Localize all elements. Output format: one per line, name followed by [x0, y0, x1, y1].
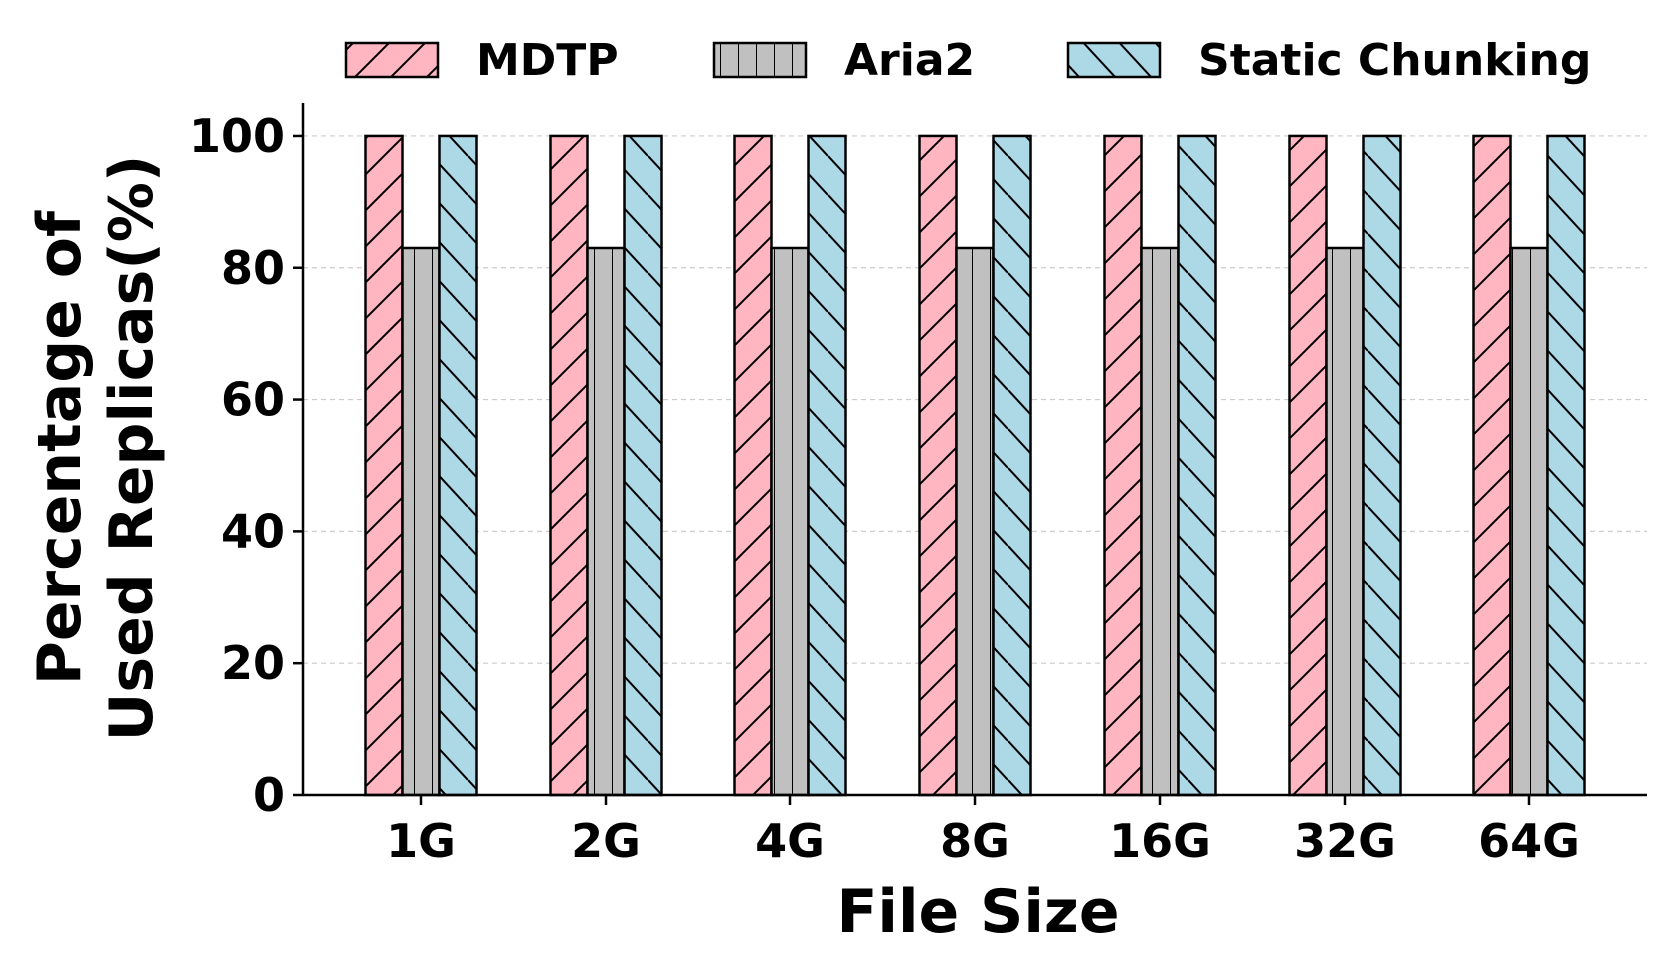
- bar-hatch: [955, 246, 995, 797]
- y-tick-label: 40: [221, 504, 285, 558]
- bar-static-chunking-16G: [1177, 134, 1217, 797]
- bar-static-chunking-4G: [807, 134, 847, 797]
- bar-hatch: [807, 134, 847, 797]
- legend-swatch: [344, 41, 440, 79]
- bar-aria2-16G: [1140, 246, 1180, 797]
- bar-hatch: [549, 134, 589, 797]
- bar-static-chunking-64G: [1546, 134, 1586, 797]
- bar-hatch: [1140, 246, 1180, 797]
- bar-mdtp-16G: [1103, 134, 1143, 797]
- bar-mdtp-64G: [1472, 134, 1512, 797]
- y-tick-label: 80: [221, 241, 285, 295]
- x-tick-label: 32G: [1294, 814, 1396, 868]
- legend-swatch: [712, 41, 808, 79]
- y-tick-label: 20: [221, 636, 285, 690]
- legend-item-static-chunking: Static Chunking: [1066, 35, 1591, 86]
- bars: [364, 134, 1586, 797]
- bar-mdtp-1G: [364, 134, 404, 797]
- x-tick-label: 8G: [940, 814, 1010, 868]
- y-tick-label: 0: [253, 768, 285, 822]
- legend-label: Static Chunking: [1198, 35, 1591, 86]
- bar-hatch: [1362, 134, 1402, 797]
- bar-aria2-2G: [586, 246, 626, 797]
- bar-hatch: [770, 246, 810, 797]
- bar-hatch: [1177, 134, 1217, 797]
- bar-hatch: [733, 134, 773, 797]
- y-axis-title-line-1: Percentage of: [25, 210, 95, 685]
- bar-mdtp-32G: [1288, 134, 1328, 797]
- bar-aria2-64G: [1509, 246, 1549, 797]
- bar-hatch: [1103, 134, 1143, 797]
- x-tick-label: 2G: [571, 814, 641, 868]
- bar-aria2-4G: [770, 246, 810, 797]
- bar-hatch: [586, 246, 626, 797]
- x-axis-title: File Size: [836, 877, 1119, 947]
- bar-aria2-8G: [955, 246, 995, 797]
- x-tick-label: 64G: [1478, 814, 1580, 868]
- y-tick-label: 60: [221, 373, 285, 427]
- bar-hatch: [1546, 134, 1586, 797]
- x-tick-label: 4G: [755, 814, 825, 868]
- y-axis-title: Percentage of Used Replicas(%): [25, 155, 167, 742]
- bar-mdtp-2G: [549, 134, 589, 797]
- y-axis-title-line-2: Used Replicas(%): [97, 155, 167, 742]
- legend: MDTP Aria2 Static Chunking: [344, 35, 1591, 86]
- bar-hatch: [1325, 246, 1365, 797]
- bar-static-chunking-32G: [1362, 134, 1402, 797]
- tick-labels: 0 20 40 60 80 100 1G 2G 4G 8G 16G 32G 64G: [189, 109, 1580, 868]
- bar-hatch: [623, 134, 663, 797]
- bar-hatch: [992, 134, 1032, 797]
- x-tick-label: 1G: [386, 814, 456, 868]
- bar-static-chunking-2G: [623, 134, 663, 797]
- bar-hatch: [918, 134, 958, 797]
- bar-hatch: [1288, 134, 1328, 797]
- bar-mdtp-4G: [733, 134, 773, 797]
- bar-hatch: [364, 134, 404, 797]
- legend-swatch: [1066, 41, 1162, 79]
- legend-label: Aria2: [844, 35, 975, 86]
- legend-item-mdtp: MDTP: [344, 35, 619, 86]
- x-tick-label: 16G: [1109, 814, 1211, 868]
- bar-aria2-32G: [1325, 246, 1365, 797]
- bar-static-chunking-8G: [992, 134, 1032, 797]
- bar-hatch: [1509, 246, 1549, 797]
- bar-hatch: [1472, 134, 1512, 797]
- bar-mdtp-8G: [918, 134, 958, 797]
- gridlines: [303, 135, 1647, 664]
- legend-label: MDTP: [476, 35, 619, 86]
- y-tick-label: 100: [189, 109, 285, 163]
- bar-hatch: [401, 246, 441, 797]
- legend-item-aria2: Aria2: [712, 35, 975, 86]
- bar-static-chunking-1G: [438, 134, 478, 797]
- bar-aria2-1G: [401, 246, 441, 797]
- bar-hatch: [438, 134, 478, 797]
